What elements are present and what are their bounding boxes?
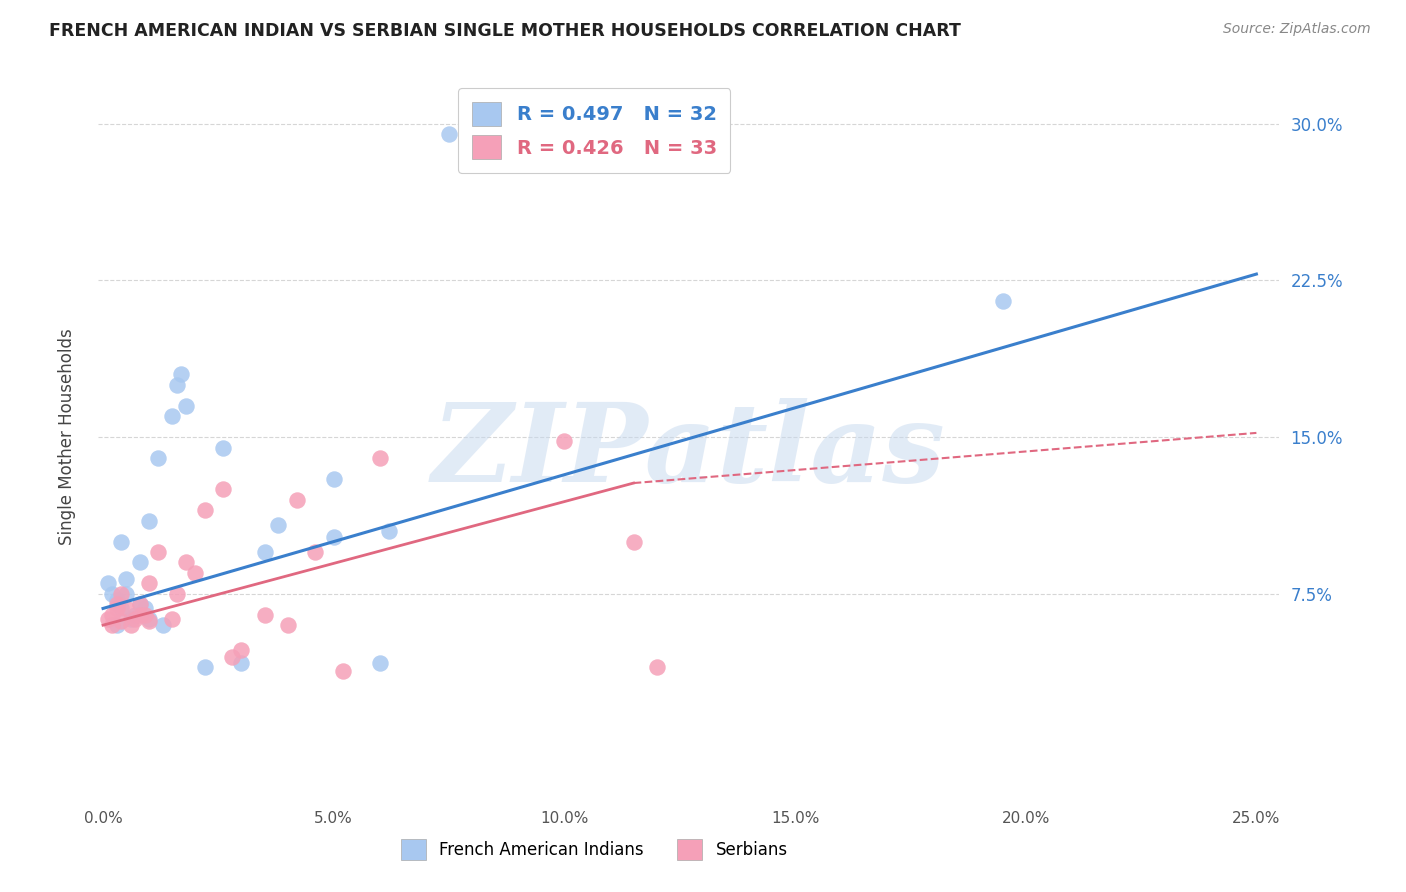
Point [115, 587, 138, 601]
Point [322, 530, 344, 544]
Point [105, 601, 128, 615]
Point [110, 587, 132, 601]
Text: Source: ZipAtlas.com: Source: ZipAtlas.com [1223, 22, 1371, 37]
Text: ZIPatlas: ZIPatlas [432, 398, 946, 506]
Point [253, 607, 276, 622]
Point [105, 597, 128, 611]
Point [267, 517, 290, 532]
Point [115, 601, 138, 615]
Point [166, 587, 188, 601]
Point [138, 576, 160, 591]
Point [129, 597, 152, 611]
Point [120, 612, 142, 626]
Point [152, 618, 174, 632]
Text: FRENCH AMERICAN INDIAN VS SERBIAN SINGLE MOTHER HOUSEHOLDS CORRELATION CHART: FRENCH AMERICAN INDIAN VS SERBIAN SINGLE… [49, 22, 962, 40]
Point [437, 127, 460, 141]
Point [101, 618, 124, 632]
Legend: French American Indians, Serbians: French American Indians, Serbians [389, 828, 800, 871]
Point [129, 607, 152, 622]
Point [623, 534, 645, 549]
Point [105, 593, 128, 607]
Point [97, 612, 120, 626]
Point [322, 472, 344, 486]
Point [285, 492, 308, 507]
Point [193, 660, 215, 674]
Point [368, 656, 391, 670]
Point [129, 597, 152, 611]
Point [166, 377, 188, 392]
Point [221, 649, 243, 664]
Point [138, 514, 160, 528]
Point [174, 556, 197, 570]
Point [124, 607, 146, 622]
Point [231, 656, 253, 670]
Point [378, 524, 401, 538]
Point [174, 399, 197, 413]
Point [110, 614, 132, 628]
Point [231, 643, 253, 657]
Point [553, 434, 575, 449]
Point [148, 450, 170, 465]
Point [332, 664, 354, 678]
Point [115, 572, 138, 586]
Point [138, 612, 160, 626]
Point [212, 483, 235, 497]
Point [212, 441, 235, 455]
Point [134, 601, 156, 615]
Point [101, 607, 124, 622]
Point [134, 607, 156, 622]
Point [120, 618, 142, 632]
Point [101, 587, 124, 601]
Point [97, 576, 120, 591]
Point [304, 545, 326, 559]
Point [277, 618, 299, 632]
Point [110, 534, 132, 549]
Point [138, 614, 160, 628]
Point [162, 612, 183, 626]
Point [368, 450, 391, 465]
Point [124, 612, 146, 626]
Y-axis label: Single Mother Households: Single Mother Households [58, 329, 76, 545]
Point [148, 545, 170, 559]
Point [991, 294, 1014, 309]
Point [110, 601, 132, 615]
Point [184, 566, 207, 580]
Point [170, 368, 193, 382]
Point [129, 556, 152, 570]
Point [162, 409, 183, 424]
Point [105, 618, 128, 632]
Point [193, 503, 215, 517]
Point [645, 660, 668, 674]
Point [253, 545, 276, 559]
